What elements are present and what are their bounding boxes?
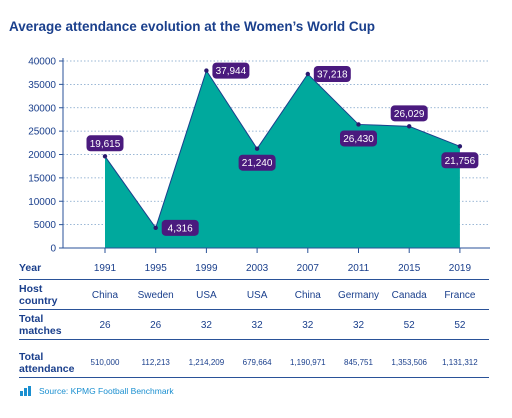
matches-cell: 52 — [454, 320, 466, 331]
table-rule — [19, 279, 489, 280]
attendance-cell: 1,190,971 — [290, 358, 326, 367]
data-label: 21,240 — [242, 158, 273, 169]
year-cell: 1991 — [93, 263, 117, 274]
year-cell: 2003 — [245, 263, 269, 274]
series-line — [104, 69, 461, 229]
data-point — [407, 124, 412, 129]
y-tick-label: 0 — [50, 244, 56, 255]
data-label-box — [390, 105, 428, 122]
data-point — [457, 144, 463, 149]
matches-row-label: Total matches — [19, 313, 62, 337]
data-label: 26,430 — [343, 134, 374, 145]
matches-cell: 32 — [352, 320, 365, 331]
area-chart: 0 5000 10000 15000 20000 25000 30000 35000 40000… — [28, 57, 490, 255]
data-point — [356, 122, 361, 127]
data-point — [305, 71, 310, 77]
host-cell: Canada — [391, 290, 427, 301]
data-label-box — [313, 66, 351, 83]
matches-cell: 52 — [403, 320, 415, 331]
area-series — [105, 70, 460, 248]
data-point — [254, 146, 260, 151]
source-text: Source: KPMG Football Benchmark — [39, 386, 174, 396]
attendance-row-label: Total attendance — [19, 351, 75, 375]
host-cell: USA — [246, 290, 268, 301]
data-label-box — [212, 62, 250, 79]
y-tick-label: 15000 — [28, 173, 56, 184]
data-point — [153, 225, 158, 231]
table-rule — [19, 339, 489, 340]
data-label: 37,944 — [216, 66, 247, 77]
data-label: 19,615 — [90, 139, 121, 150]
data-label: 26,029 — [394, 109, 425, 120]
attendance-cell: 1,131,312 — [442, 358, 478, 367]
host-cell: Germany — [337, 290, 380, 301]
data-label-box — [86, 135, 124, 152]
matches-cell: 32 — [302, 320, 314, 331]
year-cell: 2011 — [347, 263, 370, 274]
year-cell: 2007 — [296, 263, 319, 274]
host-row-label: Host country — [19, 283, 58, 307]
data-label-box — [238, 154, 276, 171]
data-point — [102, 154, 108, 159]
host-cell: China — [294, 290, 321, 301]
year-cell: 2015 — [398, 263, 421, 274]
y-tick-label: 5000 — [34, 220, 57, 231]
bar-chart-icon — [20, 386, 31, 396]
chart-title: Average attendance evolution at the Wome… — [9, 19, 376, 34]
matches-cell: 26 — [99, 320, 111, 331]
table-rule — [19, 309, 489, 310]
attendance-cell: 1,353,506 — [391, 358, 427, 367]
attendance-cell: 1,214,209 — [188, 358, 225, 367]
y-tick-label: 20000 — [28, 150, 56, 161]
year-cell: 1995 — [144, 263, 167, 274]
year-cell: 1999 — [195, 263, 218, 274]
attendance-cell: 845,751 — [344, 358, 373, 367]
data-label: 4,316 — [168, 223, 193, 234]
y-tick-label: 25000 — [28, 127, 56, 138]
matches-cell: 32 — [200, 320, 212, 331]
attendance-cell: 679,664 — [242, 358, 272, 367]
y-tick-label: 40000 — [28, 57, 56, 68]
host-cell: USA — [196, 290, 217, 301]
data-label: 37,218 — [317, 70, 348, 81]
data-label-box — [340, 130, 377, 147]
year-cell: 2019 — [448, 263, 472, 274]
attendance-cell: 112,213 — [141, 358, 170, 367]
year-row-label: Year — [19, 262, 42, 274]
y-tick-label: 30000 — [28, 103, 56, 114]
y-tick-label: 35000 — [28, 80, 56, 91]
y-tick-label: 10000 — [28, 197, 56, 208]
matches-cell: 26 — [150, 320, 162, 331]
host-cell: China — [91, 290, 119, 301]
attendance-cell: 510,000 — [90, 358, 120, 367]
table-rule — [19, 377, 489, 378]
host-cell: Sweden — [137, 290, 174, 301]
data-label: 21,756 — [445, 156, 476, 167]
matches-cell: 32 — [251, 320, 263, 331]
data-label-box — [161, 219, 199, 236]
source-note: Source: KPMG Football Benchmark — [20, 386, 174, 396]
data-point — [204, 68, 209, 73]
host-cell: France — [444, 290, 476, 301]
data-label-box — [441, 152, 479, 169]
